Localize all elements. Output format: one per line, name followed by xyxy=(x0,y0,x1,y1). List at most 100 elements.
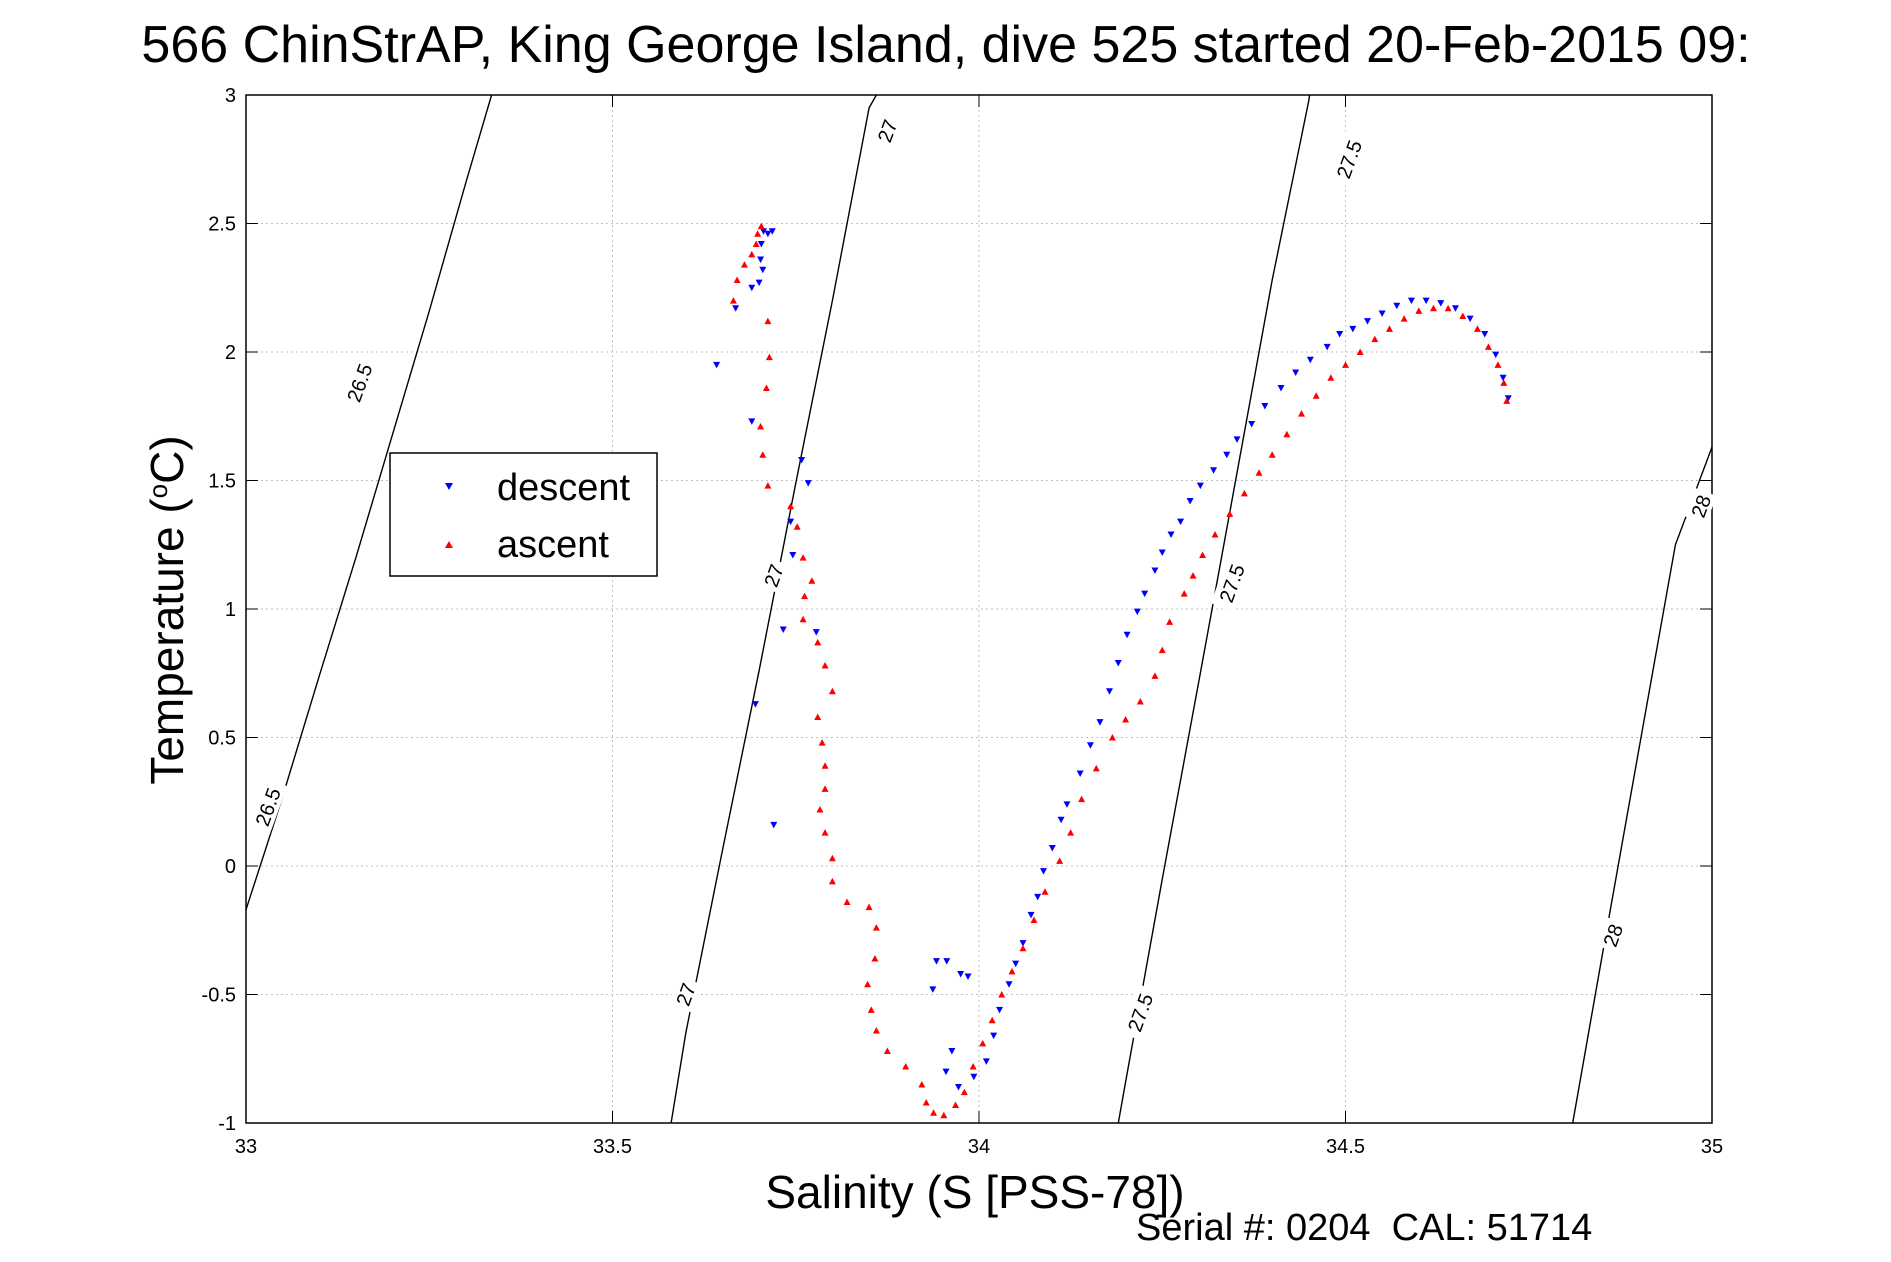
density-contour-label: 27 xyxy=(668,975,702,1013)
legend-marker-descent xyxy=(445,483,453,490)
contour-label-backdrop xyxy=(1328,130,1369,188)
data-point-ascent xyxy=(902,1062,910,1070)
data-point-ascent xyxy=(1356,348,1364,355)
legend-label-descent: descent xyxy=(497,467,631,509)
data-point-ascent xyxy=(1056,857,1064,864)
data-point-ascent xyxy=(1030,916,1038,923)
contour-label-backdrop xyxy=(1595,916,1629,954)
data-point-descent xyxy=(1141,590,1149,598)
data-point-descent xyxy=(1123,631,1131,639)
density-contour-label: 28 xyxy=(1683,487,1717,525)
contour-label-backdrop xyxy=(1119,983,1160,1041)
data-point-ascent xyxy=(979,1039,987,1047)
data-point-ascent xyxy=(864,980,872,988)
data-point-descent xyxy=(1378,310,1386,317)
data-point-descent xyxy=(957,970,965,978)
data-point-descent xyxy=(748,418,756,425)
data-point-descent xyxy=(1114,659,1122,667)
data-point-descent xyxy=(1422,297,1430,305)
data-point-ascent xyxy=(787,502,795,510)
data-point-ascent xyxy=(821,829,829,836)
contour-label-backdrop xyxy=(338,353,379,411)
data-point-descent xyxy=(1027,911,1035,919)
data-point-ascent xyxy=(1298,410,1306,417)
data-point-ascent xyxy=(828,687,836,695)
data-point-ascent xyxy=(1503,397,1511,404)
data-point-descent xyxy=(1277,384,1285,392)
chart-title: 566 ChinStrAP, King George Island, dive … xyxy=(141,16,1750,74)
x-axis-title: Salinity (S [PSS-78]) xyxy=(765,1166,1184,1218)
data-point-ascent xyxy=(1327,374,1335,381)
data-point-descent xyxy=(759,228,767,235)
data-point-descent xyxy=(751,701,759,708)
x-tick-label: 33 xyxy=(235,1136,257,1158)
data-point-descent xyxy=(1499,374,1507,382)
y-tick-label: 3 xyxy=(225,85,236,107)
data-point-ascent xyxy=(867,1006,875,1013)
data-point-ascent xyxy=(764,317,772,325)
data-point-descent xyxy=(1096,719,1104,726)
data-point-ascent xyxy=(872,1026,880,1034)
data-point-ascent xyxy=(1255,469,1263,476)
data-point-descent xyxy=(1492,351,1500,359)
data-point-descent xyxy=(942,1068,950,1076)
data-point-ascent xyxy=(1151,672,1159,679)
data-point-ascent xyxy=(969,1062,977,1070)
y-tick-label: 0.5 xyxy=(208,728,236,750)
data-point-ascent xyxy=(960,1088,968,1096)
data-point-ascent xyxy=(988,1016,996,1024)
data-point-descent xyxy=(982,1058,990,1065)
y-axis-title-unit: C) xyxy=(141,435,193,484)
data-point-ascent xyxy=(757,222,765,230)
data-point-ascent xyxy=(1240,489,1248,497)
data-point-ascent xyxy=(843,898,851,905)
data-point-ascent xyxy=(759,451,767,458)
data-point-descent xyxy=(804,480,812,487)
data-point-descent xyxy=(1336,331,1344,338)
data-point-descent xyxy=(1133,608,1141,616)
data-point-descent xyxy=(1034,893,1042,901)
data-point-descent xyxy=(732,305,740,312)
data-point-descent xyxy=(757,256,765,263)
y-axis-title: Temperature (oC) xyxy=(141,435,193,784)
data-point-ascent xyxy=(816,805,824,813)
y-tick-label: -0.5 xyxy=(202,985,236,1007)
data-point-descent xyxy=(1057,816,1065,824)
data-point-ascent xyxy=(828,877,836,885)
data-point-ascent xyxy=(828,854,836,862)
data-series xyxy=(713,222,1512,1119)
data-point-ascent xyxy=(765,353,773,361)
serial-footer: Serial #: 0204 CAL: 51714 xyxy=(1136,1207,1592,1249)
data-point-descent xyxy=(768,228,776,235)
data-point-descent xyxy=(748,284,756,292)
data-point-descent xyxy=(1040,868,1048,875)
data-point-ascent xyxy=(1136,698,1144,705)
data-point-ascent xyxy=(1078,795,1086,803)
legend: descent ascent xyxy=(389,452,658,577)
data-point-descent xyxy=(1167,531,1175,538)
data-point-descent xyxy=(1076,770,1084,777)
data-point-ascent xyxy=(821,762,829,769)
data-point-ascent xyxy=(821,662,829,669)
data-point-ascent xyxy=(821,785,829,792)
data-point-ascent xyxy=(1189,572,1197,579)
data-point-descent xyxy=(943,958,951,965)
data-point-ascent xyxy=(1400,315,1408,322)
data-point-ascent xyxy=(793,523,801,530)
data-point-descent xyxy=(755,279,763,287)
density-contour-line xyxy=(1117,94,1311,1124)
data-point-ascent xyxy=(1459,312,1467,320)
data-point-descent xyxy=(789,552,797,559)
data-point-ascent xyxy=(883,1047,891,1055)
data-point-ascent xyxy=(1342,361,1349,368)
data-point-descent xyxy=(1177,518,1185,526)
data-point-descent xyxy=(812,629,820,636)
data-point-ascent xyxy=(729,297,737,304)
contour-label-backdrop xyxy=(870,112,903,149)
data-point-ascent xyxy=(1226,510,1234,517)
data-point-ascent xyxy=(1122,716,1130,723)
data-point-descent xyxy=(1407,297,1415,305)
data-point-ascent xyxy=(748,250,756,258)
